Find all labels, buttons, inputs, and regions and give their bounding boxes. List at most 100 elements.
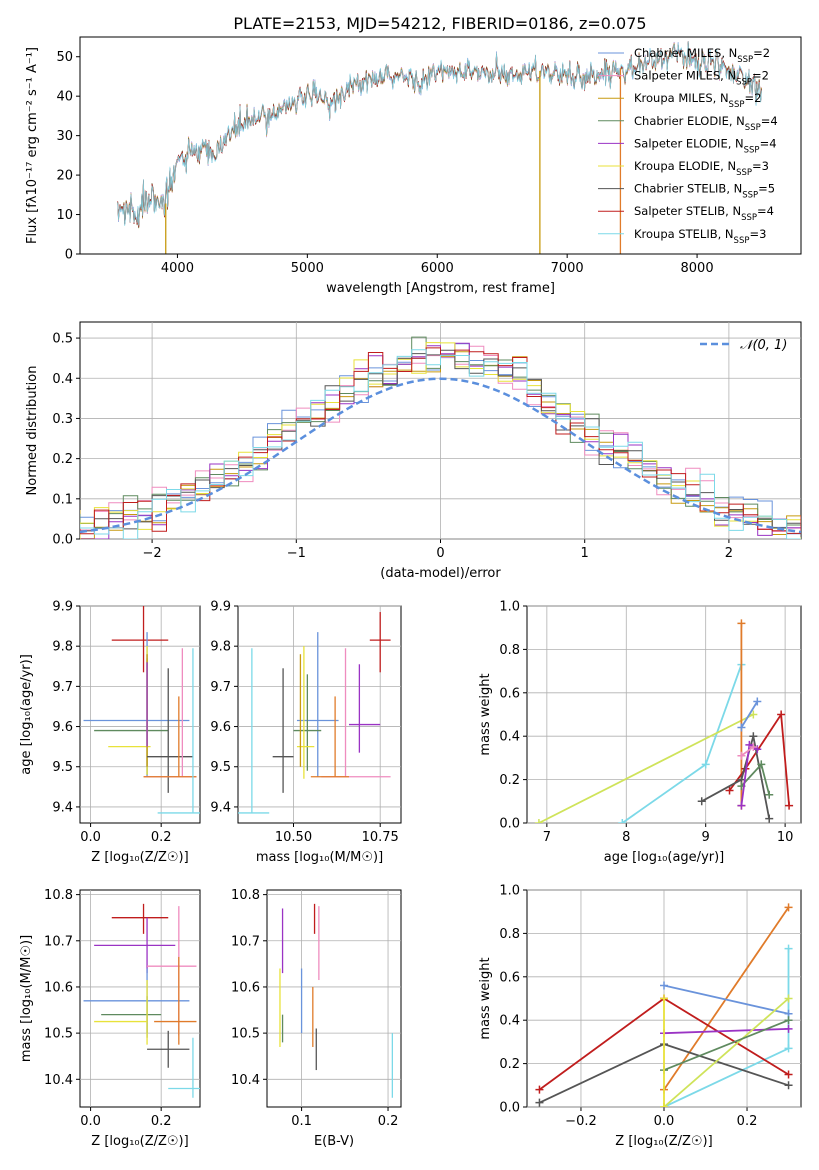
legend-label: Salpeter ELODIE, NSSP=4 [634,136,777,155]
tick-label-y: 1.0 [499,884,520,899]
legend-label-subscript: SSP [736,78,752,88]
weight-series-line [663,1019,789,1071]
tick-label-y: 1.0 [499,600,520,615]
legend-label: Kroupa STELIB, NSSP=3 [634,227,766,246]
tick-label-y: 10.5 [231,1027,260,1042]
panel-mass-vs-Z: 0.0 0.2 10.4 10.5 10.6 10.7 10.8 Z [log₁₀(Z/Z☉)… [19,888,201,1149]
tick-label-y: 50 [56,50,73,65]
axes-frame [79,36,802,255]
y-axis-label: age [log₁₀(age/yr)] [19,654,34,775]
x-axis-label: mass [log₁₀(M/M☉)] [256,850,383,865]
weight-point-marker [697,797,706,806]
panel-residuals: −2 −1 0 1 2 0.0 0.1 0.2 0.3 0.4 0.5 (data-model)/er… [25,321,802,581]
tick-label-y: 9.9 [210,600,231,615]
weight-point-marker [777,710,786,719]
tick-label-y: 0.6 [499,970,520,985]
tick-label-y: 10 [56,208,73,223]
legend-label-tail: =4 [760,136,777,150]
tick-label-y: 10.8 [44,888,73,903]
tick-label-y: 0.2 [499,1057,520,1072]
tick-label-y: 0.8 [499,927,520,942]
panel-age-vs-mass: 10.50 10.75 9.4 9.5 9.6 9.7 9.8 9.9 mass [log₁₀(… [210,600,402,865]
tick-label-x: 7000 [551,261,584,276]
weight-point-marker [618,819,627,823]
legend-label-subscript: SSP [741,213,757,223]
tick-label-x: 9 [702,830,710,845]
tick-label-y: 30 [56,129,73,144]
tick-label-x: 7 [543,830,551,845]
legend-label-subscript: SSP [744,145,760,155]
legend-label-tail: =4 [761,114,778,128]
weight-series-line [663,997,790,1107]
tick-label-x: 0.2 [378,1114,399,1129]
tick-label-x: −0.2 [565,1114,597,1129]
panel-age-vs-Z: 0.0 0.2 9.4 9.5 9.6 9.7 9.8 9.9 Z [log₁₀(Z/Z☉)] a… [19,600,201,865]
legend-label-subscript: SSP [742,191,758,201]
x-axis-label: Z [log₁₀(Z/Z☉)] [91,1134,188,1149]
tick-label-x: −2 [143,546,162,561]
tick-label-y: 0.4 [52,372,73,387]
tick-label-x: 0.0 [80,1114,101,1129]
tick-label-y: 0.0 [52,533,73,548]
legend-label: Chabrier ELODIE, NSSP=4 [634,114,778,133]
weight-point-marker [784,1044,793,1053]
tick-label-y: 9.7 [210,680,231,695]
tick-label-x: 10.50 [275,830,312,845]
tick-label-y: 9.5 [210,760,231,775]
legend-label-tail: =2 [752,69,769,83]
y-axis-label: mass weight [478,673,493,755]
weight-point-marker [784,1016,793,1025]
weight-point-marker [765,814,774,823]
x-axis-label: Z [log₁₀(Z/Z☉)] [615,1134,712,1149]
tick-label-x: 0.1 [291,1114,312,1129]
tick-label-y: 10.6 [231,980,260,995]
y-axis-label: mass [log₁₀(M/M☉)] [19,935,34,1062]
legend-label-subscript: SSP [736,168,752,178]
legend-label-subscript: SSP [734,236,750,246]
legend-label: Salpeter STELIB, NSSP=4 [634,204,774,223]
legend-label-tail: =2 [744,91,761,105]
tick-label-y: 10.6 [44,980,73,995]
data-marks [279,903,394,1098]
y-axis-label: mass weight [478,957,493,1039]
y-axis-label: Flux [fλ10⁻¹⁷ erg cm⁻² s⁻¹ A⁻¹] [25,47,40,244]
weight-point-marker [535,1098,544,1107]
tick-label-y: 40 [56,90,73,105]
tick-label-y: 10.7 [231,934,260,949]
tick-label-x: 8 [622,830,630,845]
panel-weight-vs-Z: −0.2 0.0 0.2 0.0 0.2 0.4 0.6 0.8 1.0 Z [log₁₀(Z/Z… [478,884,802,1149]
weight-point-marker [660,1103,668,1107]
weight-point-marker [784,994,793,1003]
weight-point-marker [753,697,762,706]
weight-series-line [740,746,754,757]
spectrum-lines [117,40,762,254]
legend-label: Kroupa MILES, NSSP=2 [634,91,761,110]
weight-point-marker [725,786,734,795]
legend-label-tail: =4 [757,204,774,218]
tick-label-y: 9.8 [210,640,231,655]
weight-series-line [663,1028,789,1035]
panel-weight-vs-age: 7 8 9 10 0.0 0.2 0.4 0.6 0.8 1.0 age [log₁₀(age/yr… [478,600,802,865]
histogram-series [80,349,801,539]
tick-label-y: 20 [56,169,73,184]
tick-label-y: 0.1 [52,492,73,507]
y-axis-label: Normed distribution [25,366,40,496]
weight-series-line [663,984,789,1015]
tick-label-x: 1 [581,546,589,561]
weight-point-marker [765,790,774,799]
x-axis-label: (data-model)/error [380,566,501,581]
tick-label-y: 9.8 [52,640,73,655]
weight-point-marker [785,801,794,810]
tick-label-x: 6000 [421,261,454,276]
weight-point-marker [737,751,746,760]
tick-label-x: 10.75 [362,830,399,845]
legend-label-subscript: SSP [729,100,745,110]
panel-mass-vs-ebv: 0.1 0.2 10.4 10.5 10.6 10.7 10.8 E(B-V) [231,888,402,1149]
axes-frame [237,605,402,824]
weight-point-marker [660,994,668,1003]
panels: 4000 5000 6000 7000 800001020304050wavelengt… [19,36,802,1149]
data-marks [534,619,794,823]
weight-point-marker [749,732,758,741]
weight-point-marker [784,903,793,912]
